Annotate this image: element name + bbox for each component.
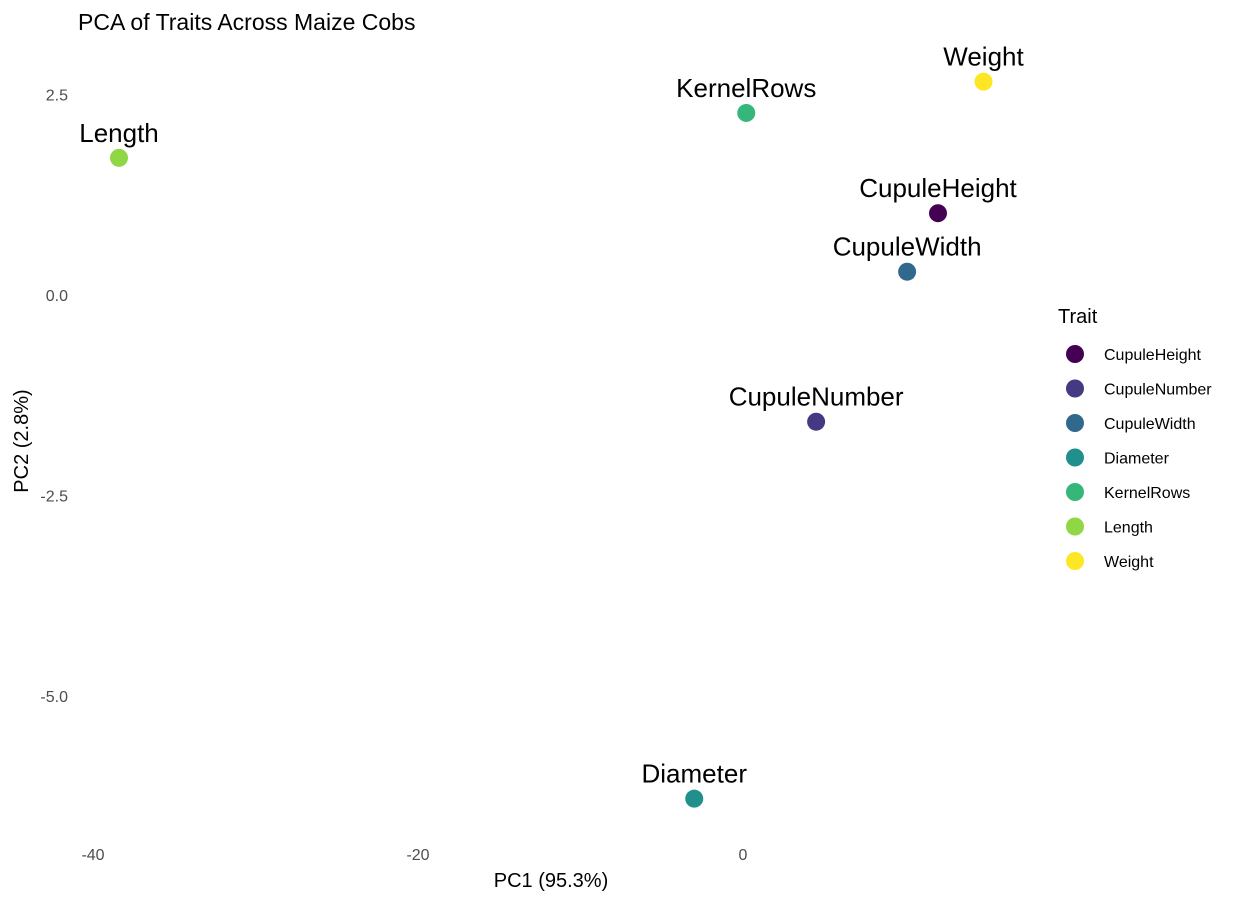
legend-label-length: Length — [1104, 520, 1153, 537]
data-point-cupuleheight — [929, 204, 947, 223]
legend-label-cupulewidth: CupuleWidth — [1104, 416, 1196, 433]
point-label-kernelrows: KernelRows — [676, 73, 816, 103]
legend-label-cupulenumber: CupuleNumber — [1104, 382, 1212, 399]
y-axis-ticks: 2.5 0.0 -2.5 -5.0 — [40, 88, 68, 707]
point-label-length: Length — [79, 118, 159, 148]
data-point-kernelrows — [737, 103, 756, 122]
legend-swatch-kernelrows — [1066, 483, 1084, 501]
x-tick-label: -40 — [81, 847, 104, 864]
point-labels: CupuleHeight CupuleNumber CupuleWidth Diame… — [79, 42, 1024, 789]
data-point-weight — [974, 72, 993, 91]
data-point-cupulenumber — [807, 412, 826, 431]
data-point-cupulewidth — [898, 262, 917, 281]
legend: CupuleHeight CupuleNumber CupuleWidth Diame… — [1066, 345, 1212, 571]
point-label-cupulewidth: CupuleWidth — [833, 232, 982, 262]
point-label-cupuleheight: CupuleHeight — [859, 173, 1017, 203]
legend-swatch-diameter — [1066, 448, 1084, 467]
data-point-length — [110, 148, 128, 167]
legend-title: Trait — [1058, 306, 1098, 328]
legend-swatch-length — [1066, 517, 1084, 536]
legend-swatch-cupuleheight — [1066, 345, 1084, 363]
data-points — [110, 72, 993, 808]
y-tick-label: 2.5 — [46, 88, 68, 105]
x-axis-ticks: -40 -20 0 — [81, 847, 747, 864]
data-point-diameter — [685, 789, 704, 808]
chart-title: PCA of Traits Across Maize Cobs — [78, 9, 415, 35]
y-tick-label: 0.0 — [46, 288, 68, 305]
x-axis-title: PC1 (95.3%) — [494, 870, 609, 892]
legend-label-weight: Weight — [1104, 554, 1154, 571]
y-tick-label: -2.5 — [40, 489, 68, 506]
legend-swatch-cupulewidth — [1066, 414, 1084, 432]
legend-label-kernelrows: KernelRows — [1104, 485, 1190, 502]
point-label-diameter: Diameter — [642, 759, 748, 789]
legend-swatch-weight — [1066, 552, 1084, 570]
x-tick-label: 0 — [739, 847, 748, 864]
y-axis-title: PC2 (2.8%) — [11, 389, 33, 492]
legend-label-diameter: Diameter — [1104, 451, 1170, 468]
legend-label-cupuleheight: CupuleHeight — [1104, 347, 1202, 364]
point-label-cupulenumber: CupuleNumber — [729, 382, 904, 412]
x-tick-label: -20 — [406, 847, 429, 864]
y-tick-label: -5.0 — [40, 689, 68, 706]
legend-swatch-cupulenumber — [1066, 379, 1084, 398]
point-label-weight: Weight — [943, 42, 1024, 72]
